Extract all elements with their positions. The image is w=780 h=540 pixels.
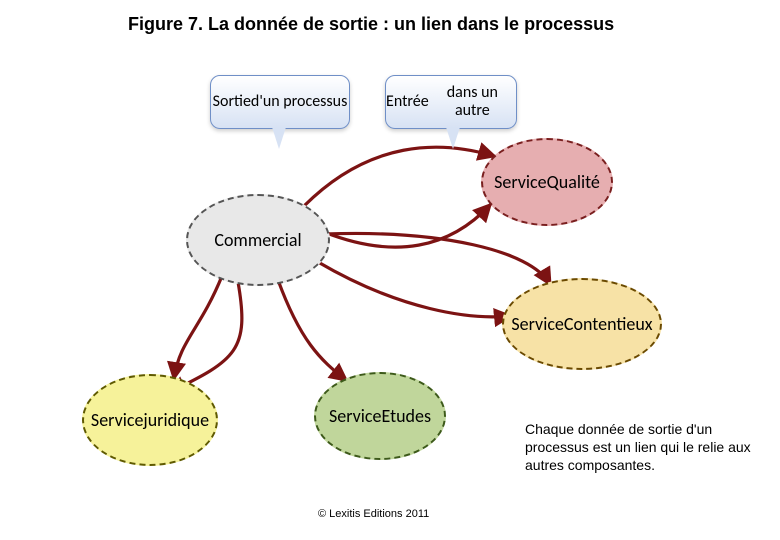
- edge-commercial-to-etudes: [278, 280, 346, 380]
- copyright-text: © Lexitis Editions 2011: [318, 508, 429, 520]
- node-commercial: Commercial: [186, 194, 330, 286]
- figure-title: Figure 7. La donnée de sortie : un lien …: [128, 14, 614, 35]
- node-commercial-line-0: Commercial: [214, 230, 301, 251]
- callout-sortie-line-1: d'un processus: [251, 93, 347, 111]
- edge-commercial-to-juridique-a: [174, 276, 222, 378]
- callout-entree-line-1: dans un autre: [429, 84, 516, 121]
- node-contentieux-line-0: Service: [511, 314, 564, 335]
- node-qualite-line-1: Qualité: [547, 172, 600, 193]
- node-etudes: ServiceEtudes: [314, 372, 446, 460]
- node-juridique-line-0: Service: [91, 410, 144, 431]
- edge-commercial-to-contentieux-short: [318, 262, 510, 317]
- node-contentieux: ServiceContentieux: [502, 278, 662, 370]
- caption-text: Chaque donnée de sortie d'un processus e…: [525, 420, 755, 475]
- callout-sortie-tail: [272, 127, 286, 149]
- node-qualite-line-0: Service: [494, 172, 547, 193]
- node-juridique: Servicejuridique: [82, 374, 218, 466]
- callout-sortie: Sortied'un processus: [210, 75, 350, 129]
- callout-sortie-line-0: Sortie: [213, 93, 251, 111]
- edge-commercial-to-contentieux-long: [326, 233, 550, 284]
- callout-entree-tail: [446, 127, 460, 149]
- node-juridique-line-1: juridique: [143, 410, 209, 431]
- edge-commercial-to-juridique-b: [170, 282, 242, 392]
- edge-commercial-to-qualite-upper: [304, 147, 494, 206]
- node-qualite: ServiceQualité: [481, 138, 613, 226]
- node-etudes-line-1: Etudes: [381, 406, 431, 427]
- node-contentieux-line-1: Contentieux: [564, 314, 653, 335]
- edge-commercial-to-qualite-lower: [324, 205, 490, 247]
- callout-entree-line-0: Entrée: [386, 93, 429, 111]
- callout-entree: Entréedans un autre: [385, 75, 517, 129]
- node-etudes-line-0: Service: [329, 406, 382, 427]
